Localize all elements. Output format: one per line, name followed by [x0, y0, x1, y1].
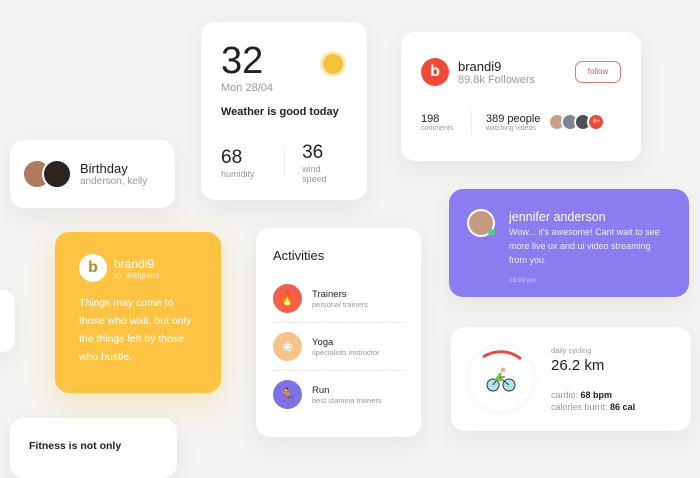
activities-card: Activities 🔥 Trainers personal trainers ❀ … [256, 228, 421, 437]
quote-author: brandi9 [114, 256, 155, 271]
calories-label: calories burnt: [551, 402, 608, 412]
activity-item[interactable]: ❀ Yoga specialists instructor [273, 323, 404, 371]
birthday-title: Birthday [80, 161, 128, 176]
watching-count: 389 people [486, 112, 541, 125]
fitness-card: Fitness is not only [10, 418, 177, 478]
quote-text: Things may come to those who wait, but o… [79, 297, 192, 363]
weather-summary: Weather is good today [221, 106, 339, 118]
message-card: jennifer anderson Wow... it's awesome! C… [449, 189, 689, 297]
cardio-value: 68 bpm [580, 390, 613, 400]
sender-name: jennifer anderson [509, 210, 606, 224]
activity-title: Trainers [312, 288, 347, 300]
comments-count: 198 [421, 112, 440, 125]
temperature: 32 [221, 40, 264, 82]
message-text: Wow... it's awesome! Cant wait to see mo… [509, 227, 660, 265]
avatar [467, 209, 495, 237]
wind-value: 36 [302, 142, 324, 163]
humidity-label: humidity [221, 169, 255, 179]
cardio-label: cardio: [551, 390, 579, 400]
followers-count: 89.8k Followers [458, 73, 536, 86]
birthday-card[interactable]: Birthday anderson, kelly [10, 140, 175, 208]
runner-icon: 🏃 [273, 380, 302, 409]
flame-icon: 🔥 [273, 284, 302, 313]
more-viewers-badge[interactable]: 8+ [587, 113, 606, 131]
activity-title: Run [312, 384, 330, 396]
weather-date: Mon 28/04 [221, 82, 273, 94]
birthday-names: anderson, kelly [80, 176, 148, 187]
brand-logo: b [421, 58, 449, 86]
sun-icon [323, 54, 343, 74]
comments-label: comments [421, 124, 454, 132]
weather-card: 32 Mon 28/04 Weather is good today 68 hum… [201, 22, 367, 200]
progress-arc [482, 350, 522, 361]
cycling-card: daily cycling 26.2 km cardio: 68 bpm cal… [451, 327, 691, 431]
activity-title: Yoga [312, 336, 334, 348]
divider [284, 148, 286, 178]
humidity-value: 68 [221, 147, 243, 168]
profile-card: b brandi9 89.8k Followers follow 198 comm… [401, 32, 641, 161]
author-role: ux designers [114, 270, 160, 280]
cycling-distance: 26.2 km [551, 357, 605, 374]
avatar [42, 159, 72, 189]
activity-subtitle: specialists instructor [312, 347, 380, 357]
bicycle-icon [486, 367, 516, 392]
activity-subtitle: best stamina trainers [312, 395, 382, 405]
quote-card: b brandi9 ux designers Things may come t… [55, 232, 221, 393]
message-time: 18:09 pm [509, 277, 537, 284]
fitness-title: Fitness is not only [29, 440, 122, 452]
activities-title: Activities [273, 248, 325, 263]
wind-label: wind speed [302, 164, 327, 184]
profile-name: brandi9 [458, 58, 502, 74]
watching-label: watching videos [486, 124, 536, 132]
cycling-label: daily cycling [551, 346, 592, 355]
side-card [0, 290, 15, 352]
brand-logo: b [79, 254, 107, 282]
lotus-icon: ❀ [273, 332, 302, 361]
progress-ring [469, 347, 533, 411]
activity-item[interactable]: 🔥 Trainers personal trainers [273, 275, 404, 323]
calories-value: 86 cal [610, 402, 636, 412]
activity-subtitle: personal trainers [312, 299, 368, 309]
online-indicator-icon [488, 229, 495, 236]
divider [471, 110, 472, 134]
follow-button[interactable]: follow [575, 61, 621, 83]
activity-item[interactable]: 🏃 Run best stamina trainers [273, 371, 404, 418]
